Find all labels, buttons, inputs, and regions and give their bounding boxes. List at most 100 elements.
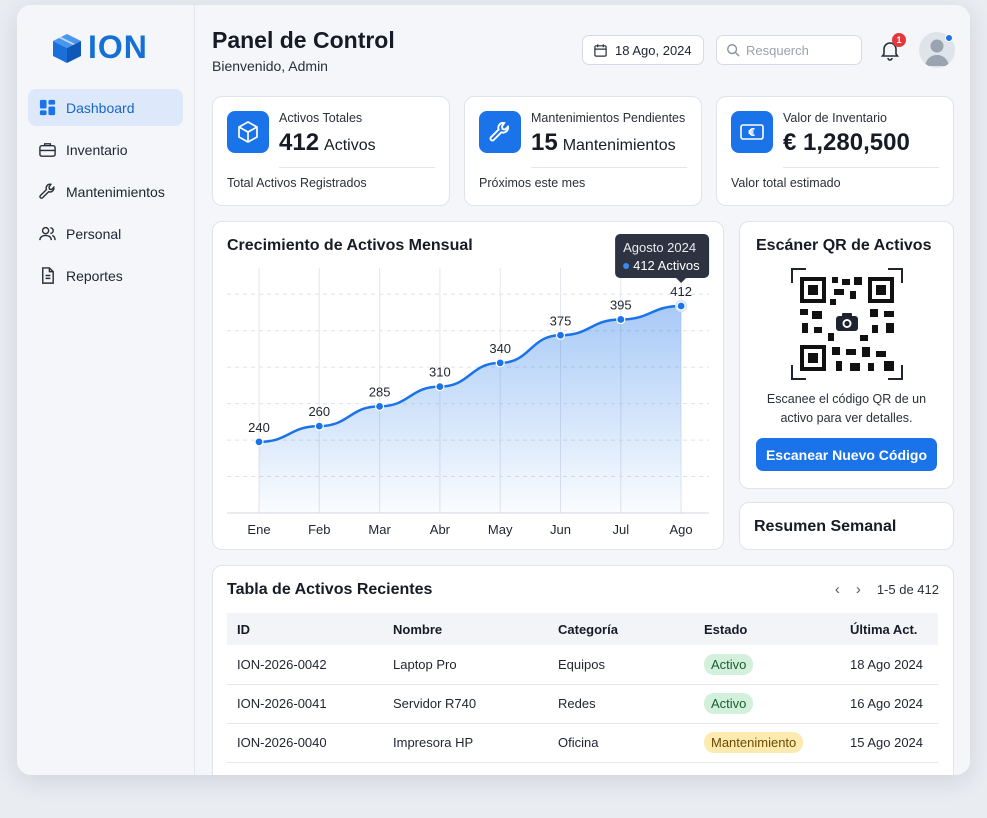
qr-scanner-card: Escáner QR de Activos (739, 221, 954, 489)
x-tick-label: Abr (430, 522, 451, 537)
user-avatar-icon (925, 39, 949, 66)
weekly-title: Resumen Semanal (754, 518, 897, 535)
data-point (435, 382, 445, 392)
tooltip-dot (623, 263, 630, 270)
data-point (676, 301, 686, 311)
sidebar-item-reportes[interactable]: Reportes (28, 257, 183, 294)
cell-status: Mantenimiento (694, 723, 840, 763)
area-fill (259, 306, 682, 513)
document-icon (42, 267, 54, 284)
briefcase-icon (39, 143, 56, 157)
table-row[interactable]: ION-2026-0041 Servidor R740 Redes Activo… (227, 684, 938, 724)
status-badge: Mantenimiento (704, 732, 804, 753)
cell-category: Redes (548, 684, 694, 724)
date-label: 18 Ago, 2024 (615, 42, 692, 58)
growth-chart-card: Crecimiento de Activos Mensual 240 Ene 260… (212, 221, 724, 550)
cell-name: Impresora HP (383, 723, 548, 763)
search-input[interactable] (746, 42, 851, 58)
data-label: 285 (369, 384, 391, 399)
assets-table: ID Nombre Categoría Estado Última Act. I… (227, 613, 938, 775)
data-point (314, 421, 324, 431)
cell-empty (548, 762, 694, 775)
growth-chart: 240 Ene 260 Feb 285 Mar 310 Abr 340 May 375 Jun 395 J… (227, 234, 710, 537)
stat-card-valor: Valor de Inventario € 1,280,500 Valor to… (716, 96, 954, 206)
data-point (254, 437, 264, 447)
notification-badge: 1 (892, 33, 906, 47)
stat-icon-box (227, 111, 269, 153)
stat-footer: Valor total estimado (731, 176, 841, 190)
stat-value: € 1,280,500 (783, 129, 910, 157)
sidebar-item-label: Personal (66, 225, 122, 242)
column-header[interactable]: Estado (694, 613, 840, 645)
data-label: 340 (489, 341, 511, 356)
sidebar-item-mantenimientos[interactable]: Mantenimientos (28, 173, 183, 210)
status-badge: Activo (704, 653, 754, 675)
qr-title: Escáner QR de Activos (756, 237, 932, 254)
stat-footer: Próximos este mes (479, 176, 586, 190)
x-tick-label: Mar (368, 522, 391, 537)
table-header-row: ID Nombre Categoría Estado Última Act. (227, 613, 938, 645)
cell-updated: 16 Ago 2024 (840, 684, 938, 724)
page-title: Panel de Control (212, 27, 395, 53)
data-point (375, 401, 385, 411)
sidebar-item-inventario[interactable]: Inventario (28, 131, 183, 168)
sidebar-item-label: Reportes (66, 267, 123, 284)
sidebar-item-label: Inventario (66, 141, 128, 158)
series-line (258, 304, 682, 444)
search-box (716, 35, 862, 65)
cell-category: Equipos (548, 645, 694, 685)
table-row[interactable]: ION-2026-0040 Impresora HP Oficina Mante… (227, 723, 938, 763)
status-badge: Activo (704, 693, 754, 714)
online-status-dot (945, 34, 953, 42)
sidebar-item-label: Mantenimientos (66, 183, 165, 200)
date-picker-button[interactable]: 18 Ago, 2024 (582, 35, 704, 65)
stat-unit: Activos (324, 137, 376, 154)
tooltip-pointer (676, 278, 687, 284)
users-icon (39, 226, 56, 241)
calendar-icon (594, 43, 607, 57)
column-header[interactable]: Categoría (548, 613, 694, 645)
cell-id: ION-2026-0040 (227, 723, 383, 763)
data-point (616, 314, 626, 325)
pagination-label: 1-5 de 412 (876, 582, 939, 597)
chart-title: Crecimiento de Activos Mensual (227, 237, 473, 254)
data-label: 395 (610, 297, 632, 312)
app-window: ION Dashboard Inventario Mantenimientos … (17, 5, 970, 775)
wrench-icon (39, 183, 55, 199)
chevron-left-icon[interactable]: ‹ (834, 581, 840, 598)
cell-status: Activo (694, 645, 840, 685)
avatar[interactable] (919, 32, 955, 68)
euro-bill-icon (740, 124, 764, 140)
stat-label: Valor de Inventario (783, 111, 887, 125)
stat-icon-box (479, 111, 521, 153)
recent-assets-card: Tabla de Activos Recientes ‹ › 1-5 de 41… (212, 565, 954, 775)
table-row-partial (227, 762, 938, 775)
weekly-summary-card[interactable]: Resumen Semanal (739, 502, 954, 550)
cell-category: Oficina (548, 723, 694, 763)
data-point (495, 358, 505, 368)
stat-card-mantenimientos: Mantenimientos Pendientes 15 Mantenimient… (464, 96, 702, 206)
column-header[interactable]: Última Act. (840, 613, 938, 645)
column-header[interactable]: Nombre (383, 613, 548, 645)
column-header[interactable]: ID (227, 613, 383, 645)
sidebar-item-dashboard[interactable]: Dashboard (28, 89, 183, 126)
brand-logo[interactable]: ION (50, 29, 148, 66)
scan-new-code-button[interactable]: Escanear Nuevo Código (756, 438, 937, 471)
divider (783, 167, 939, 168)
sidebar-nav: Dashboard Inventario Mantenimientos Pers… (28, 89, 183, 299)
stat-number: 412 (279, 129, 320, 156)
cell-status: Activo (694, 684, 840, 724)
cube-icon (238, 121, 258, 143)
cell-empty (694, 762, 840, 775)
cell-empty (227, 762, 383, 775)
sidebar-item-personal[interactable]: Personal (28, 215, 183, 252)
cell-name: Servidor R740 (383, 684, 548, 724)
table-row[interactable]: ION-2026-0042 Laptop Pro Equipos Activo … (227, 645, 938, 685)
cell-updated: 18 Ago 2024 (840, 645, 938, 685)
chevron-right-icon[interactable]: › (855, 581, 861, 598)
qr-code-icon (791, 268, 903, 380)
pagination: ‹ › 1-5 de 412 (835, 581, 939, 598)
stat-icon-box (731, 111, 773, 153)
sidebar: ION Dashboard Inventario Mantenimientos … (17, 5, 195, 775)
box-logo-icon (53, 33, 81, 63)
